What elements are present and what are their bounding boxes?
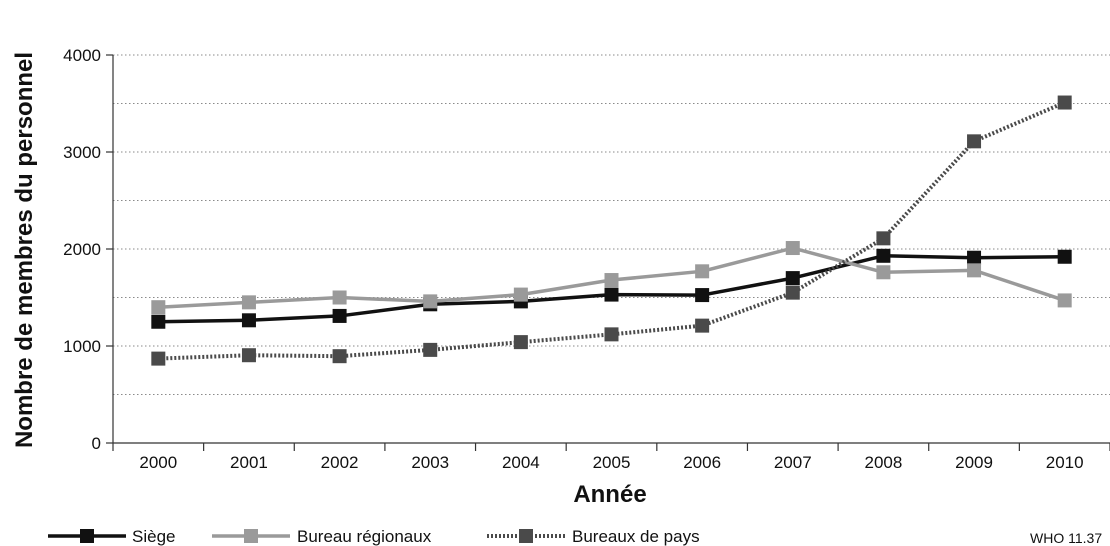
x-tick-label: 2010 (1046, 453, 1084, 472)
legend-marker (244, 529, 258, 543)
legend-marker (80, 529, 94, 543)
grid-lines (113, 54, 1110, 395)
series-line-2 (158, 100, 1066, 361)
data-point (332, 308, 347, 323)
y-axis-title: Nombre de membres du personnel (11, 52, 38, 448)
legend-label: Bureaux de pays (572, 527, 700, 546)
y-tick-label: 3000 (63, 143, 101, 162)
x-tick-label: 2005 (593, 453, 631, 472)
data-point (785, 241, 800, 256)
data-point (423, 294, 438, 309)
data-point (695, 288, 710, 303)
data-point (151, 300, 166, 315)
x-tick-label: 2003 (411, 453, 449, 472)
x-tick-label: 2000 (139, 453, 177, 472)
data-point (876, 231, 891, 246)
legend: Siège Bureau régionaux Bureaux de pays (48, 527, 700, 546)
data-point (967, 263, 982, 278)
data-point (332, 290, 347, 305)
x-tick-label: 2001 (230, 453, 268, 472)
data-point (967, 134, 982, 149)
data-point (1057, 293, 1072, 308)
data-point (151, 351, 166, 366)
y-tick-label: 1000 (63, 337, 101, 356)
data-point (604, 287, 619, 302)
data-point (151, 314, 166, 329)
data-point (876, 248, 891, 263)
y-tick-label: 0 (92, 434, 101, 453)
data-point (513, 287, 528, 302)
data-point (1057, 249, 1072, 264)
series-lines (151, 95, 1072, 366)
data-point (967, 250, 982, 265)
data-point (1057, 95, 1072, 110)
data-point (604, 273, 619, 288)
x-tick-label: 2002 (321, 453, 359, 472)
x-tick-label: 2006 (683, 453, 721, 472)
x-tick-label: 2004 (502, 453, 540, 472)
y-tick-label: 4000 (63, 46, 101, 65)
data-point (332, 349, 347, 364)
data-point (241, 313, 256, 328)
axes (106, 54, 1110, 451)
data-point (423, 342, 438, 357)
data-point (695, 318, 710, 333)
y-tick-label: 2000 (63, 240, 101, 259)
legend-label: Bureau régionaux (297, 527, 432, 546)
legend-label: Siège (132, 527, 175, 546)
data-point (785, 285, 800, 300)
figure-code-note: WHO 11.37 (1030, 530, 1102, 546)
legend-marker (519, 529, 533, 543)
data-point (695, 264, 710, 279)
x-tick-label: 2008 (864, 453, 902, 472)
data-point (241, 295, 256, 310)
data-point (876, 265, 891, 280)
x-axis-title: Année (573, 481, 646, 508)
data-point (513, 335, 528, 350)
x-tick-label: 2009 (955, 453, 993, 472)
x-tick-label: 2007 (774, 453, 812, 472)
data-point (241, 348, 256, 363)
data-point (604, 327, 619, 342)
tick-labels: 0 1000 2000 3000 4000 2000 2001 2002 2003 2004 200… (63, 46, 1083, 472)
data-point (785, 271, 800, 286)
